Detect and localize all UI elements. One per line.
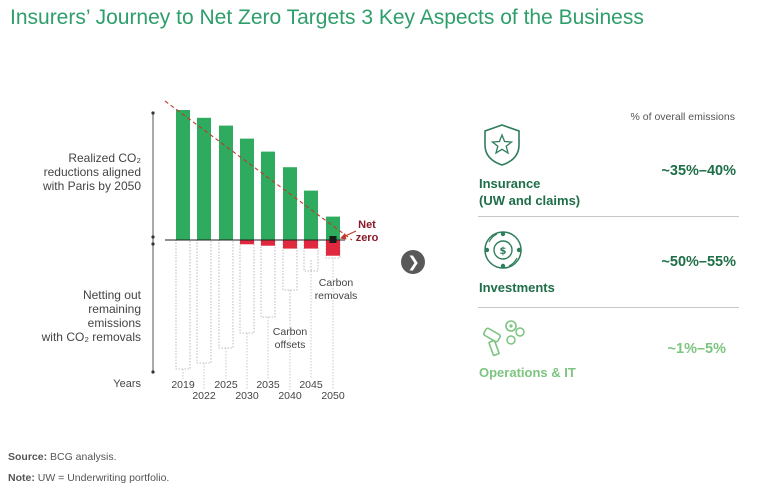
axis-dot [151,235,155,239]
next-arrow-button[interactable]: ❯ [401,250,425,274]
carbon-removals-label: removals [315,290,358,302]
outline-bar [196,239,212,364]
carbon-removals-label: Carbon [319,277,354,289]
chevron-right-icon: ❯ [407,253,420,271]
axis-dot [151,111,155,115]
gears-icon [483,320,525,357]
reduction-bar [261,151,275,240]
globe-money-icon: $ [484,231,522,269]
trend-line [164,100,353,241]
divider [478,307,739,308]
netting-bar [283,240,297,249]
realized-reductions-label: Realized CO₂ reductions aligned with Par… [40,151,141,193]
insurance-line-1: Insurance [479,176,541,191]
realized-line-1: Realized CO₂ [68,151,141,165]
svg-text:$: $ [500,246,507,257]
axis-dot [151,370,155,374]
year-tick-label: 2035 [256,379,280,391]
netting-out-label: Netting out remaining emissions with CO₂… [40,288,141,344]
reduction-bar [240,138,254,240]
realized-line-3: with Paris by 2050 [42,179,141,193]
years-label: Years [113,378,141,390]
year-tick-label: 2040 [278,390,302,402]
netting-line-3: with CO₂ removals [41,330,141,344]
investments-label: Investments [479,280,555,295]
reduction-bar [283,167,297,240]
year-tick-label: 2050 [321,390,345,402]
footnote: Note: UW = Underwriting portfolio. [8,472,169,484]
netting-bar [326,240,340,256]
net-zero-label: zero [356,232,379,244]
reduction-bar [176,110,190,240]
year-tick-label: 2030 [235,390,259,402]
net-zero-marker [329,236,337,243]
net-zero-arrowhead [340,233,347,240]
source-label: Source: [8,451,48,463]
percent-header: % of overall emissions [630,111,735,123]
netting-bar [261,240,275,246]
outline-bar [260,239,276,318]
shield-star-icon [484,124,520,166]
axis-dot [151,242,155,246]
investments-value: ~50%–55% [661,254,736,270]
reduction-bar [304,190,318,240]
note-label: Note: [8,472,35,484]
netting-line-2: remaining emissions [87,302,141,330]
net-zero-label: Net [358,219,376,231]
netting-line-1: Netting out [82,288,141,302]
note-text: UW = Underwriting portfolio. [34,472,170,484]
netting-bar [240,240,254,245]
netting-bar [304,240,318,249]
year-tick-label: 2025 [214,379,238,391]
year-tick-label: 2045 [299,379,323,391]
divider [478,216,739,217]
reduction-bar [326,216,340,240]
outline-bar [175,239,191,370]
operations-label: Operations & IT [479,365,576,380]
outline-bar [218,239,234,349]
year-tick-label: 2022 [192,390,216,402]
insurance-line-2: (UW and claims) [479,193,581,208]
page-title: Insurers’ Journey to Net Zero Targets 3 … [10,6,644,29]
outline-bar [239,239,255,334]
realized-line-2: reductions aligned [43,165,141,179]
year-tick-label: 2019 [171,379,195,391]
insurance-value: ~35%–40% [661,163,736,179]
reduction-bar [197,117,211,240]
operations-value: ~1%–5% [667,341,726,357]
reduction-bar [219,125,233,240]
source-note: Source: BCG analysis. [8,451,117,463]
insurance-label: Insurance (UW and claims) [479,175,580,209]
source-text: BCG analysis. [47,451,117,463]
